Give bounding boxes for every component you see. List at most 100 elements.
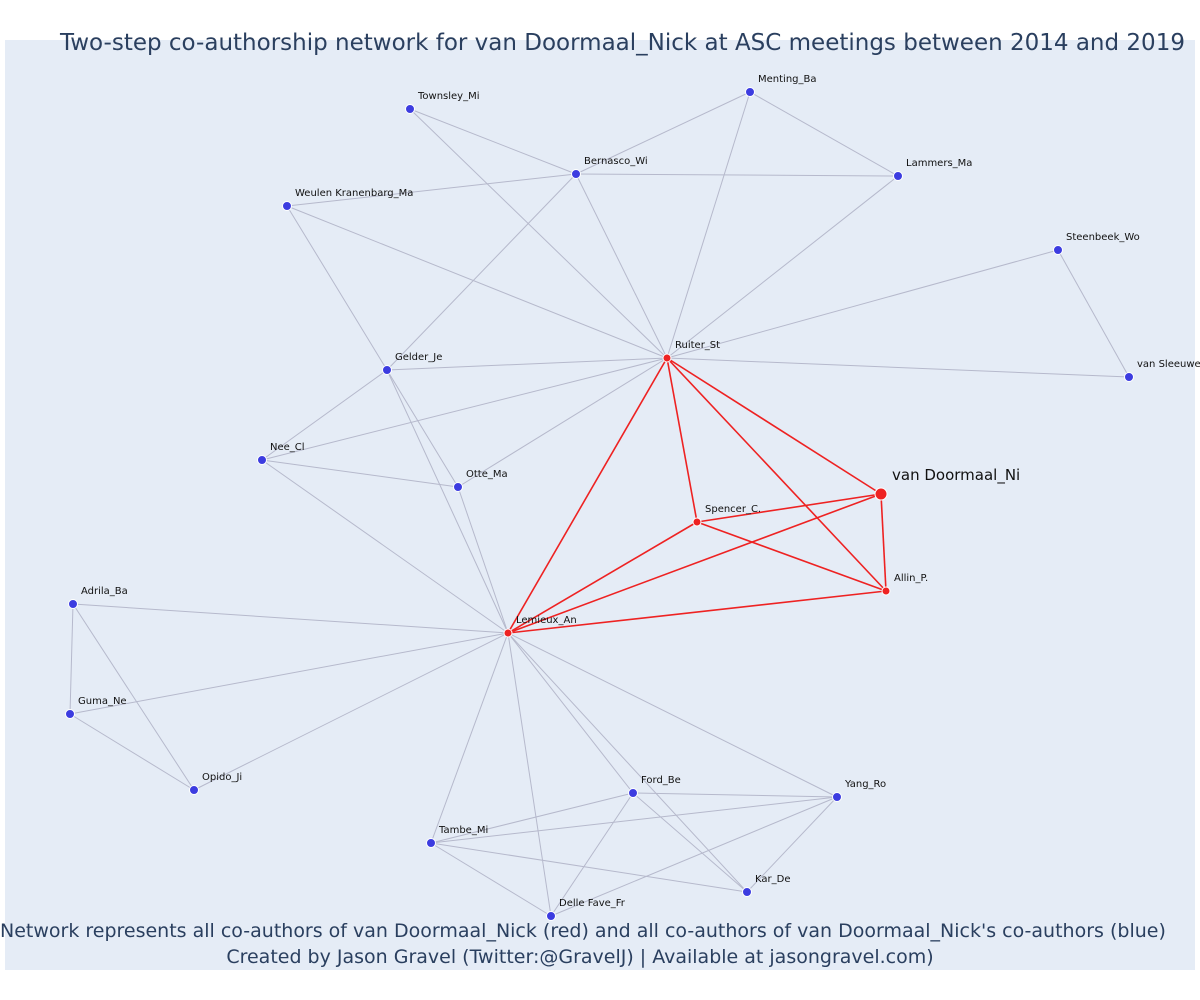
- node-marker[interactable]: [426, 838, 436, 848]
- edge-Spencer-vanDoormaal: [696, 493, 882, 523]
- network-edges: [69, 91, 1130, 917]
- edge-Otte-Lemieux: [457, 486, 509, 634]
- node-Spencer[interactable]: Spencer_C.: [692, 504, 761, 527]
- node-label: Tambe_Mi: [438, 825, 488, 836]
- edge-Bernasco-Gelder: [386, 173, 577, 371]
- edge-Yang-Kar: [746, 796, 838, 893]
- node-label: Yang_Ro: [844, 779, 886, 790]
- node-label: Lammers_Ma: [906, 158, 972, 169]
- node-Lammers[interactable]: Lammers_Ma: [893, 158, 973, 181]
- node-Yang[interactable]: Yang_Ro: [832, 779, 887, 802]
- node-Kar[interactable]: Kar_De: [742, 874, 791, 897]
- edge-Lemieux-Kar: [507, 632, 748, 893]
- edge-Ford-Tambe: [430, 792, 634, 844]
- node-Guma[interactable]: Guma_Ne: [65, 696, 127, 719]
- edge-Yang-DelleFave: [550, 796, 838, 917]
- edge-Ford-Yang: [632, 792, 838, 798]
- node-label: Lemieux_An: [516, 615, 577, 626]
- node-label: Steenbeek_Wo: [1066, 232, 1140, 243]
- node-marker[interactable]: [742, 887, 752, 897]
- edge-Gelder-Otte: [386, 369, 459, 488]
- node-label: Menting_Ba: [758, 74, 817, 85]
- node-label: Delle Fave_Fr: [559, 898, 626, 909]
- node-label: Ford_Be: [641, 775, 681, 786]
- edge-Gelder-Ruiter: [386, 357, 668, 371]
- node-marker[interactable]: [189, 785, 199, 795]
- node-Bernasco[interactable]: Bernasco_Wi: [571, 156, 648, 179]
- edge-Adrila-Guma: [69, 603, 74, 715]
- node-Nee[interactable]: Nee_Cl: [257, 442, 305, 465]
- node-marker[interactable]: [282, 201, 292, 211]
- edge-Ruiter-Lemieux: [507, 357, 668, 634]
- edge-Townsley-Bernasco: [409, 108, 577, 175]
- edge-Ruiter-vanDoormaal: [666, 357, 882, 495]
- node-marker[interactable]: [68, 599, 78, 609]
- node-label: Gelder_Je: [395, 352, 442, 363]
- node-label: Nee_Cl: [270, 442, 305, 453]
- edge-Lemieux-DelleFave: [507, 632, 552, 917]
- caption-line-description: Network represents all co-authors of van…: [0, 920, 1166, 942]
- node-Opido[interactable]: Opido_Ji: [189, 772, 243, 795]
- edge-Spencer-Allin: [696, 521, 887, 592]
- node-marker[interactable]: [405, 104, 415, 114]
- edge-Lammers-Ruiter: [666, 175, 899, 359]
- node-label: Townsley_Mi: [417, 91, 480, 102]
- node-marker[interactable]: [453, 482, 463, 492]
- node-Gelder[interactable]: Gelder_Je: [382, 352, 443, 375]
- node-label: Weulen Kranenbarg_Ma: [295, 188, 413, 199]
- edge-vanSleeuwen-Ruiter: [666, 357, 1130, 378]
- edge-Gelder-Lemieux: [386, 369, 509, 634]
- edge-Allin-Lemieux: [507, 590, 887, 634]
- node-marker[interactable]: [832, 792, 842, 802]
- node-DelleFave[interactable]: Delle Fave_Fr: [546, 898, 626, 921]
- node-marker[interactable]: [546, 911, 556, 921]
- node-label: Kar_De: [755, 874, 790, 885]
- node-Weulen[interactable]: Weulen Kranenbarg_Ma: [282, 188, 414, 211]
- edge-Nee-Ruiter: [261, 357, 668, 461]
- node-marker[interactable]: [893, 171, 903, 181]
- edge-Bernasco-Ruiter: [575, 173, 668, 359]
- node-Ruiter[interactable]: Ruiter_St: [662, 340, 720, 363]
- node-Tambe[interactable]: Tambe_Mi: [426, 825, 489, 848]
- node-label: van Sleeuwe: [1137, 359, 1200, 370]
- node-marker[interactable]: [571, 169, 581, 179]
- network-nodes: van Doormaal_Ni Ruiter_St Spencer_C. Allin_…: [65, 74, 1200, 921]
- node-marker[interactable]: [1124, 372, 1134, 382]
- node-marker[interactable]: [382, 365, 392, 375]
- edge-vanDoormaal-Allin: [880, 493, 887, 592]
- node-Allin[interactable]: Allin_P.: [881, 573, 928, 596]
- edge-Opido-Lemieux: [193, 632, 509, 791]
- edge-Lemieux-Ford: [507, 632, 634, 794]
- node-marker[interactable]: [692, 517, 702, 527]
- node-marker[interactable]: [881, 586, 891, 596]
- node-marker[interactable]: [503, 628, 513, 638]
- edge-Ford-DelleFave: [550, 792, 634, 917]
- node-marker[interactable]: [1053, 245, 1063, 255]
- edge-Bernasco-Lammers: [575, 173, 899, 177]
- edge-Adrila-Lemieux: [72, 603, 509, 634]
- node-label: Opido_Ji: [202, 772, 242, 783]
- node-Ford[interactable]: Ford_Be: [628, 775, 681, 798]
- edge-Townsley-Ruiter: [409, 108, 668, 359]
- node-Townsley[interactable]: Townsley_Mi: [405, 91, 480, 114]
- edge-Lemieux-Tambe: [430, 632, 509, 844]
- node-marker[interactable]: [745, 87, 755, 97]
- node-Otte[interactable]: Otte_Ma: [453, 469, 508, 492]
- node-marker[interactable]: [662, 353, 672, 363]
- node-Menting[interactable]: Menting_Ba: [745, 74, 817, 97]
- node-marker[interactable]: [874, 487, 888, 501]
- edge-Nee-Lemieux: [261, 459, 509, 634]
- node-vanDoormaal[interactable]: van Doormaal_Ni: [874, 466, 1020, 501]
- node-marker[interactable]: [65, 709, 75, 719]
- node-Lemieux[interactable]: Lemieux_An: [503, 615, 577, 638]
- node-vanSleeuwen[interactable]: van Sleeuwe: [1124, 359, 1200, 382]
- node-label: Guma_Ne: [78, 696, 127, 707]
- node-Adrila[interactable]: Adrila_Ba: [68, 586, 128, 609]
- node-marker[interactable]: [628, 788, 638, 798]
- node-marker[interactable]: [257, 455, 267, 465]
- edge-Adrila-Opido: [72, 603, 195, 791]
- node-Steenbeek[interactable]: Steenbeek_Wo: [1053, 232, 1140, 255]
- edge-Nee-Otte: [261, 459, 459, 488]
- node-label: Allin_P.: [894, 573, 928, 584]
